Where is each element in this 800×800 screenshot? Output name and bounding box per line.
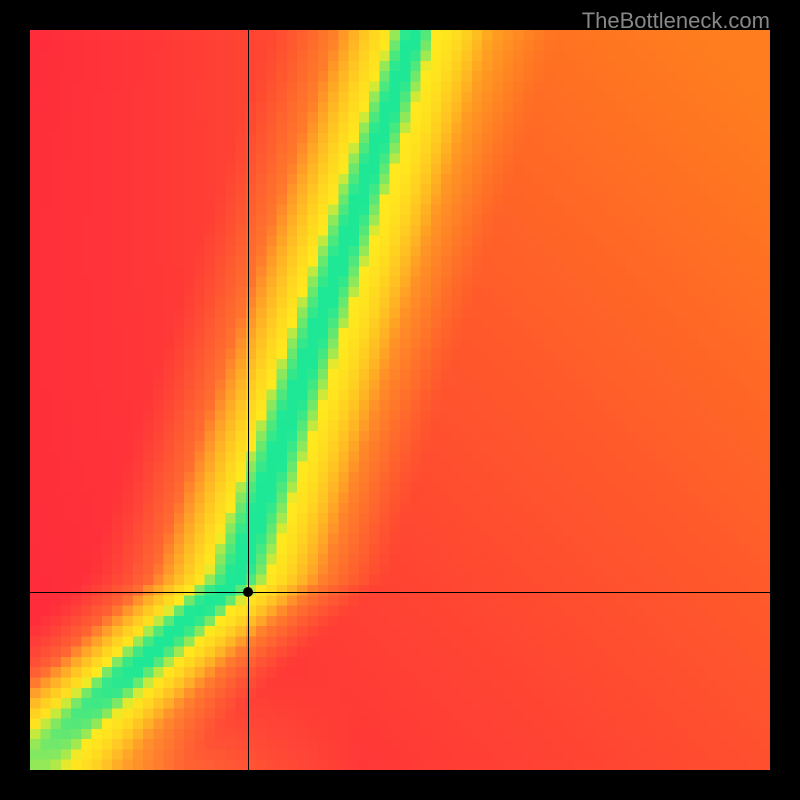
crosshair-vertical [248,30,249,770]
watermark-text: TheBottleneck.com [582,8,770,34]
marker-dot [243,587,253,597]
heatmap-plot [30,30,770,770]
heatmap-canvas [30,30,770,770]
crosshair-horizontal [30,592,770,593]
